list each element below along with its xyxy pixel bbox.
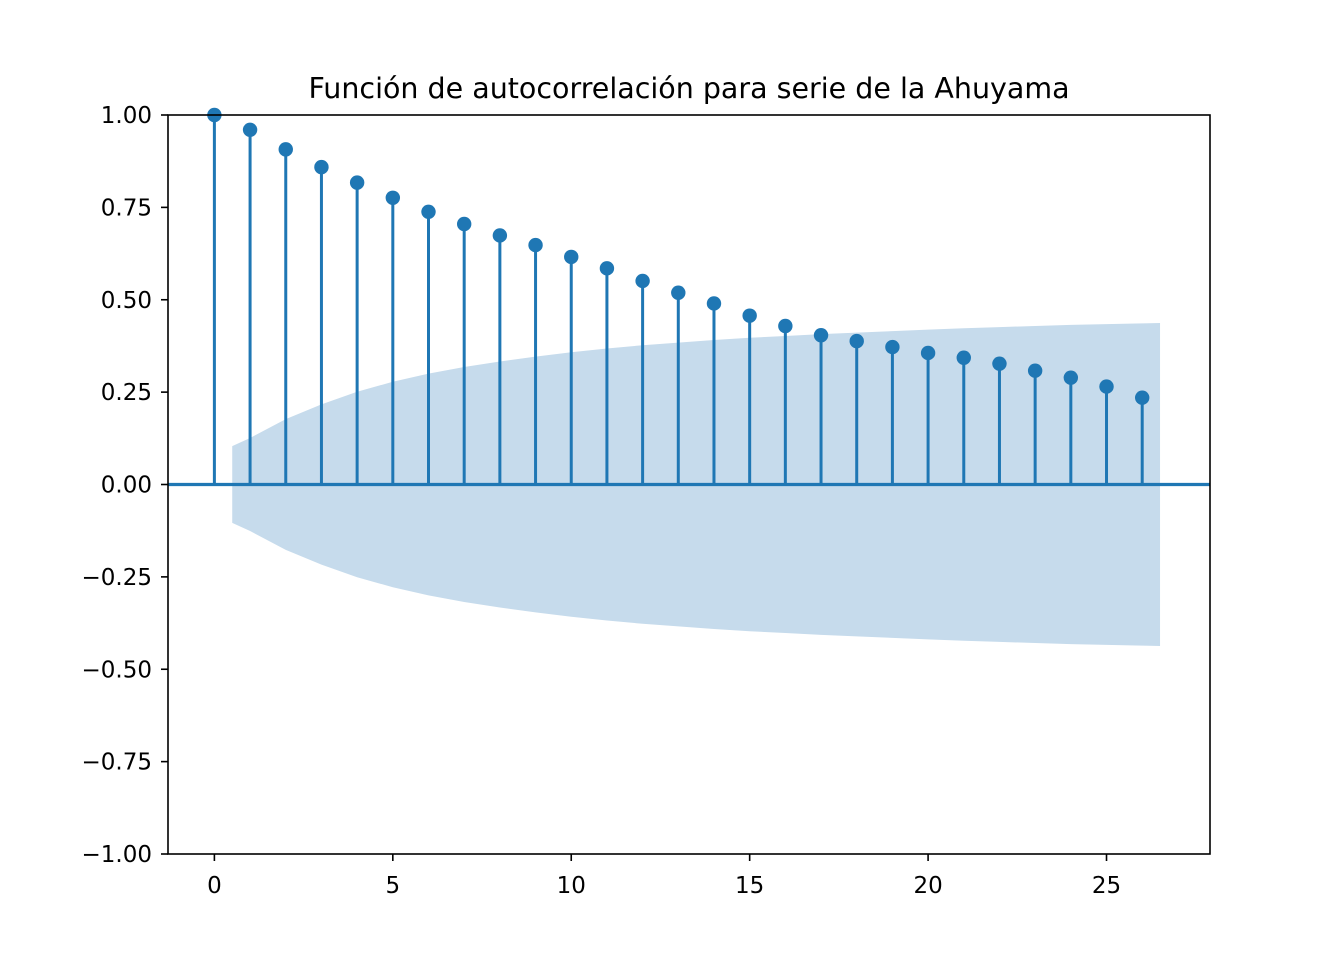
x-tick-label: 20 bbox=[913, 873, 942, 899]
acf-marker bbox=[1099, 379, 1114, 394]
x-tick-label: 0 bbox=[207, 873, 222, 899]
x-tick-label: 15 bbox=[735, 873, 764, 899]
acf-marker bbox=[849, 333, 864, 349]
plot-frame bbox=[167, 114, 1211, 855]
acf-marker bbox=[992, 356, 1007, 371]
acf-marker bbox=[564, 249, 579, 265]
acf-marker bbox=[314, 159, 329, 175]
acf-marker bbox=[242, 122, 258, 137]
acf-marker bbox=[813, 328, 829, 343]
x-axis: 0 5 10 15 20 25 bbox=[207, 854, 1121, 899]
y-tick-label: 0.25 bbox=[101, 380, 152, 406]
acf-marker bbox=[349, 175, 365, 190]
acf-marker bbox=[278, 142, 293, 157]
y-tick-label: 0.75 bbox=[101, 195, 152, 221]
acf-marker bbox=[421, 204, 436, 220]
acf-marker bbox=[492, 228, 508, 243]
y-tick-label: −1.00 bbox=[82, 842, 152, 868]
acf-marker bbox=[528, 237, 543, 253]
y-tick-label: 0.00 bbox=[101, 473, 152, 499]
acf-marker bbox=[920, 345, 936, 361]
chart-title: Función de autocorrelación para serie de… bbox=[308, 72, 1069, 105]
y-tick-label: −0.50 bbox=[82, 657, 152, 683]
acf-marker bbox=[1134, 390, 1150, 405]
acf-marker bbox=[1027, 363, 1043, 378]
y-tick-label: −0.25 bbox=[82, 565, 152, 591]
y-tick-label: −0.75 bbox=[82, 750, 152, 776]
acf-marker bbox=[742, 308, 757, 323]
acf-marker bbox=[385, 190, 401, 205]
acf-marker bbox=[456, 216, 472, 232]
acf-marker bbox=[1063, 370, 1079, 385]
acf-marker bbox=[885, 339, 900, 355]
acf-marker bbox=[599, 261, 615, 276]
y-axis: 1.00 0.75 0.50 0.25 0.00 −0.25 −0.50 −0.75 −1.00 bbox=[82, 103, 168, 868]
y-tick-label: 1.00 bbox=[101, 103, 152, 129]
y-tick-label: 0.50 bbox=[101, 288, 152, 314]
acf-marker bbox=[706, 296, 722, 311]
acf-marker bbox=[778, 318, 793, 334]
x-tick-label: 10 bbox=[557, 873, 586, 899]
x-tick-label: 5 bbox=[385, 873, 400, 899]
acf-marker bbox=[956, 350, 971, 365]
acf-marker bbox=[671, 285, 686, 300]
acf-marker bbox=[635, 273, 650, 289]
x-tick-label: 25 bbox=[1092, 873, 1121, 899]
stems-layer bbox=[207, 107, 1150, 485]
